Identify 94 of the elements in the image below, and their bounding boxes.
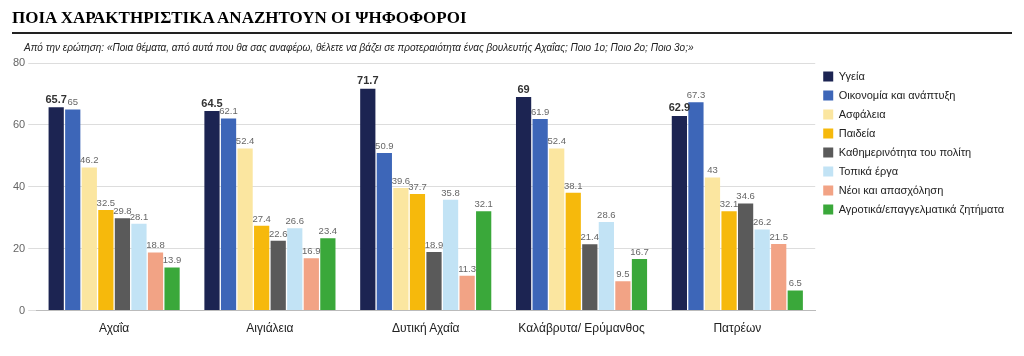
- data-label: 61.9: [530, 105, 550, 117]
- data-label: 34.6: [736, 190, 755, 202]
- data-label: 26.6: [285, 215, 305, 227]
- legend-label: Υγεία: [838, 69, 866, 82]
- data-label: 43: [707, 164, 718, 176]
- data-label: 16.7: [630, 245, 649, 257]
- data-label: 52.4: [547, 135, 566, 147]
- data-label: 11.3: [458, 262, 477, 274]
- bar: [409, 193, 426, 311]
- bar: [81, 167, 97, 311]
- data-label: 35.8: [441, 186, 460, 198]
- bar: [237, 148, 253, 311]
- data-label: 32.1: [474, 198, 493, 210]
- x-tick-label: Αχαΐα: [98, 321, 130, 336]
- bar: [631, 258, 648, 311]
- y-tick-label: 60: [12, 117, 26, 130]
- bar: [565, 192, 581, 311]
- bar: [164, 267, 180, 311]
- data-label: 18.8: [146, 239, 165, 251]
- data-label: 65: [67, 96, 79, 108]
- data-label: 65.7: [45, 92, 67, 105]
- data-label: 46.2: [80, 154, 99, 166]
- bar: [442, 199, 459, 311]
- bar: [721, 211, 737, 311]
- y-tick-label: 80: [12, 56, 26, 69]
- bar: [671, 115, 687, 311]
- data-label: 16.9: [302, 245, 321, 257]
- bar: [426, 252, 442, 311]
- legend-label: Παιδεία: [838, 126, 876, 139]
- data-label: 23.4: [318, 225, 338, 237]
- bar: [147, 252, 164, 311]
- bar: [65, 109, 81, 311]
- bar: [254, 225, 270, 311]
- legend-label: Νέοι και απασχόληση: [838, 183, 944, 196]
- data-label: 13.9: [162, 254, 182, 266]
- data-label: 71.7: [357, 74, 379, 87]
- chart-subtitle: Από την ερώτηση: «Ποια θέματα, από αυτά που θα σας αναφέρω, θέλετε να βάζει σε προτεραιότητα ένας βουλευτής Αχαΐας; Ποιο 1ο; Ποιο 2ο; Ποιο 3ο;»: [24, 42, 695, 53]
- x-tick-label: Αιγιάλεια: [246, 321, 294, 336]
- data-label: 26.2: [752, 216, 772, 228]
- legend-label: Οικονομία και ανάπτυξη: [838, 88, 956, 101]
- bar: [220, 118, 237, 311]
- bar: [303, 258, 319, 311]
- legend-label: Ασφάλεια: [838, 107, 887, 120]
- data-label: 6.5: [788, 277, 802, 289]
- bar: [532, 119, 548, 311]
- bar: [320, 238, 336, 311]
- data-label: 29.8: [113, 205, 132, 217]
- x-tick-label: Πατρέων: [713, 321, 762, 336]
- bar: [598, 222, 614, 311]
- bar: [287, 228, 303, 311]
- data-label: 28.6: [597, 208, 616, 220]
- bar: [98, 210, 114, 311]
- data-label: 27.4: [252, 212, 271, 224]
- bar: [549, 148, 565, 311]
- bar: [771, 244, 787, 311]
- bar: [754, 229, 770, 311]
- y-tick-label: 0: [19, 303, 26, 316]
- data-label: 9.5: [616, 268, 630, 280]
- bar: [48, 107, 64, 311]
- x-tick-label: Καλάβρυτα/ Ερύμανθος: [518, 321, 645, 336]
- data-label: 32.1: [719, 198, 739, 210]
- data-label: 21.4: [580, 231, 600, 243]
- bar: [131, 223, 147, 311]
- y-tick-label: 20: [12, 241, 26, 254]
- bar: [615, 281, 631, 311]
- bar: [737, 203, 754, 311]
- chart-title: ΠΟΙΑ ΧΑΡΑΚΤΗΡΙΣΤΙΚΑ ΑΝΑΖΗΤΟΥΝ ΟΙ ΨΗΦΟΦΟΡΟΙ: [12, 8, 1012, 34]
- data-label: 22.6: [268, 227, 288, 239]
- bar: [270, 240, 286, 311]
- legend-label: Αγροτικά/επαγγελματικά ζητήματα: [838, 202, 1005, 215]
- bar: [476, 211, 492, 311]
- data-label: 32.5: [96, 196, 116, 208]
- bar: [393, 188, 409, 311]
- bar: [787, 290, 803, 311]
- bar: [688, 102, 704, 311]
- x-tick-label: Δυτική Αχαΐα: [391, 321, 460, 336]
- bar: [582, 244, 598, 311]
- data-label: 69: [517, 82, 530, 95]
- data-label: 67.3: [686, 89, 706, 101]
- bar: [360, 88, 376, 311]
- data-label: 52.4: [235, 135, 255, 147]
- y-tick-label: 40: [12, 179, 26, 192]
- bar: [376, 153, 392, 311]
- data-label: 18.9: [424, 238, 444, 250]
- legend-label: Καθημερινότητα του πολίτη: [838, 145, 972, 158]
- data-label: 21.5: [769, 230, 788, 242]
- bar: [515, 97, 532, 311]
- bar: [459, 275, 475, 311]
- data-label: 38.1: [564, 179, 583, 191]
- data-label: 39.6: [391, 174, 411, 186]
- legend-label: Τοπικά έργα: [838, 164, 899, 177]
- bar: [204, 110, 220, 311]
- bar: [114, 218, 131, 311]
- bar: [704, 177, 721, 311]
